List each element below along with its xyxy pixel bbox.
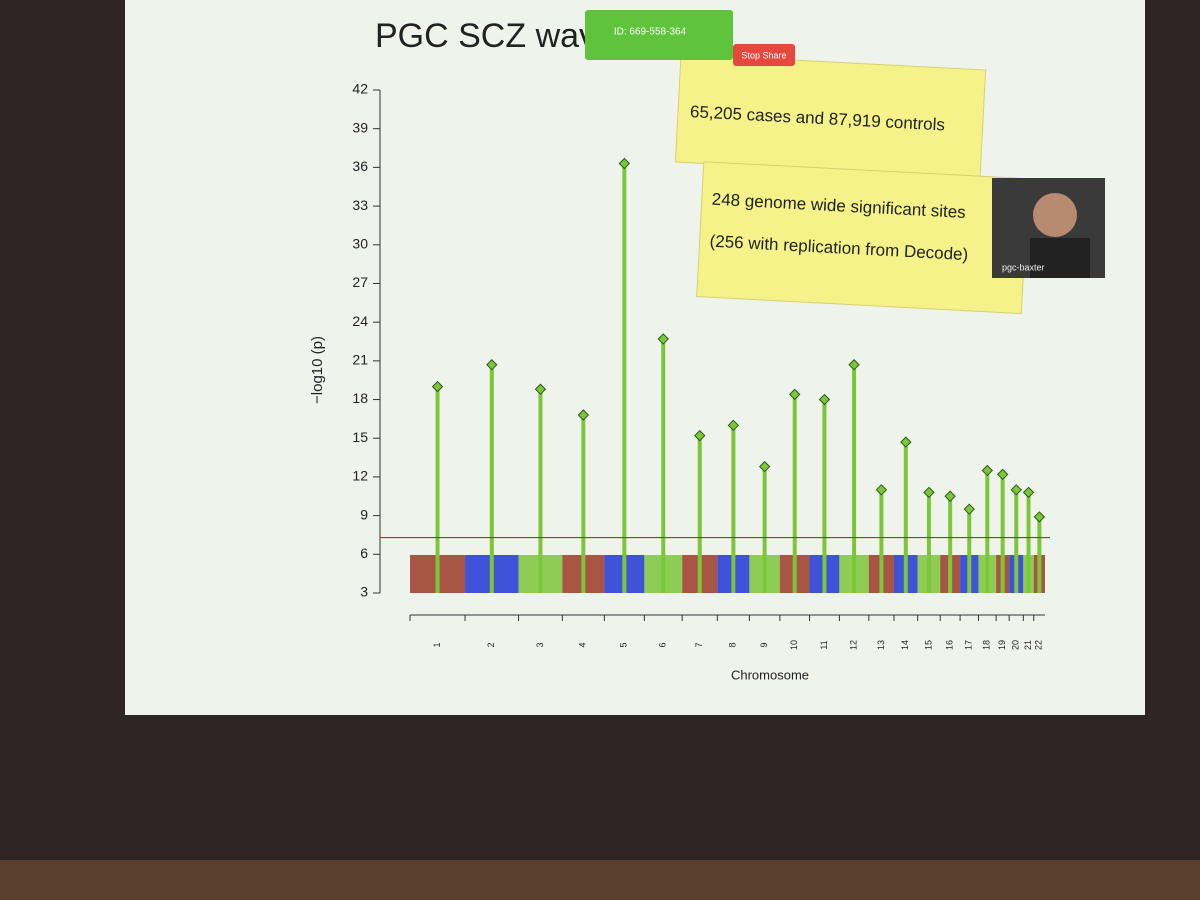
peak-marker bbox=[657, 333, 669, 345]
peak-marker bbox=[694, 429, 706, 442]
peak-spike bbox=[852, 364, 857, 593]
video-label: pgc-baxter bbox=[1002, 262, 1045, 272]
x-axis-label: Chromosome bbox=[731, 667, 809, 682]
video-person bbox=[1030, 238, 1090, 278]
slide bbox=[125, 0, 1145, 715]
peak-marker bbox=[963, 503, 975, 515]
x-tick-label: 19 bbox=[997, 640, 1007, 650]
y-tick-label: 36 bbox=[352, 158, 368, 174]
y-tick-label: 30 bbox=[352, 235, 368, 251]
video-person bbox=[1033, 193, 1077, 237]
x-tick-label: 7 bbox=[694, 642, 704, 647]
x-tick-label: 1 bbox=[432, 642, 442, 647]
zoom-bar bbox=[585, 10, 733, 60]
x-tick-label: 21 bbox=[1023, 640, 1033, 650]
peak-marker bbox=[789, 388, 801, 401]
y-tick-label: 33 bbox=[352, 197, 368, 213]
stop-share-button[interactable] bbox=[733, 44, 795, 66]
peak-marker bbox=[1010, 484, 1022, 496]
peak-spike bbox=[822, 399, 827, 593]
peak-spike bbox=[967, 509, 972, 593]
peak-marker bbox=[577, 409, 590, 421]
y-tick-label: 6 bbox=[360, 545, 368, 561]
peak-marker bbox=[431, 380, 444, 393]
peak-marker bbox=[1022, 486, 1035, 499]
peak-spike bbox=[985, 470, 990, 593]
peak-spike bbox=[1014, 489, 1019, 593]
x-tick-label: 2 bbox=[486, 642, 496, 647]
y-tick-label: 39 bbox=[352, 119, 368, 135]
x-tick-label: 16 bbox=[945, 640, 955, 650]
peak-marker bbox=[944, 490, 956, 502]
stop-share-label[interactable]: Stop Share bbox=[741, 50, 786, 60]
peak-spike bbox=[581, 415, 586, 593]
y-tick-label: 24 bbox=[352, 313, 368, 329]
peak-marker bbox=[996, 468, 1009, 481]
peak-spike bbox=[948, 496, 953, 593]
x-tick-label: 5 bbox=[619, 642, 629, 647]
peak-spike bbox=[1000, 474, 1005, 593]
y-tick-label: 42 bbox=[352, 81, 368, 97]
y-tick-label: 21 bbox=[352, 352, 368, 368]
peak-spike bbox=[879, 489, 884, 593]
x-tick-label: 17 bbox=[964, 640, 974, 650]
x-tick-label: 20 bbox=[1011, 640, 1021, 650]
y-tick-label: 15 bbox=[352, 429, 368, 445]
x-tick-label: 18 bbox=[982, 640, 992, 650]
x-tick-label: 10 bbox=[789, 640, 799, 650]
peak-marker bbox=[758, 460, 771, 473]
peak-spike bbox=[926, 492, 931, 593]
y-tick-label: 27 bbox=[352, 274, 368, 290]
peak-marker bbox=[618, 157, 631, 170]
x-tick-label: 3 bbox=[535, 642, 545, 647]
peak-spike bbox=[661, 338, 666, 593]
y-tick-label: 12 bbox=[352, 468, 368, 484]
peak-marker bbox=[818, 393, 831, 406]
x-tick-label: 13 bbox=[876, 640, 886, 650]
x-tick-label: 12 bbox=[848, 640, 858, 650]
peak-spike bbox=[792, 394, 797, 593]
peak-spike bbox=[762, 466, 767, 593]
x-tick-label: 6 bbox=[658, 642, 668, 647]
peak-spike bbox=[489, 364, 494, 593]
peak-marker bbox=[981, 464, 994, 477]
x-tick-label: 14 bbox=[900, 640, 910, 650]
peak-marker bbox=[923, 486, 935, 499]
peak-spike bbox=[538, 389, 543, 593]
peak-marker bbox=[900, 436, 912, 448]
y-tick-label: 9 bbox=[360, 506, 368, 522]
x-tick-label: 4 bbox=[578, 642, 588, 647]
peak-spike bbox=[731, 425, 736, 593]
peak-marker bbox=[727, 419, 740, 432]
peak-spike bbox=[1026, 492, 1031, 593]
x-tick-label: 9 bbox=[759, 642, 769, 647]
peak-spike bbox=[697, 435, 702, 593]
y-tick-label: 18 bbox=[352, 390, 368, 406]
peak-spike bbox=[622, 163, 627, 593]
x-tick-label: 15 bbox=[923, 640, 933, 650]
x-tick-label: 8 bbox=[728, 642, 738, 647]
meeting-id: ID: 669-558-364 bbox=[614, 27, 687, 38]
x-tick-label: 11 bbox=[819, 640, 829, 649]
peak-spike bbox=[435, 386, 440, 593]
peak-marker bbox=[875, 484, 888, 496]
peak-marker bbox=[1033, 511, 1046, 523]
peak-spike bbox=[903, 442, 908, 593]
peak-marker bbox=[848, 359, 860, 371]
peak-marker bbox=[534, 383, 547, 395]
peak-spike bbox=[1037, 516, 1042, 593]
y-tick-label: 3 bbox=[360, 584, 368, 600]
x-tick-label: 22 bbox=[1034, 640, 1044, 650]
peak-marker bbox=[486, 359, 498, 371]
table-edge bbox=[0, 860, 1200, 900]
y-axis-label: −log10 (p) bbox=[309, 336, 326, 404]
